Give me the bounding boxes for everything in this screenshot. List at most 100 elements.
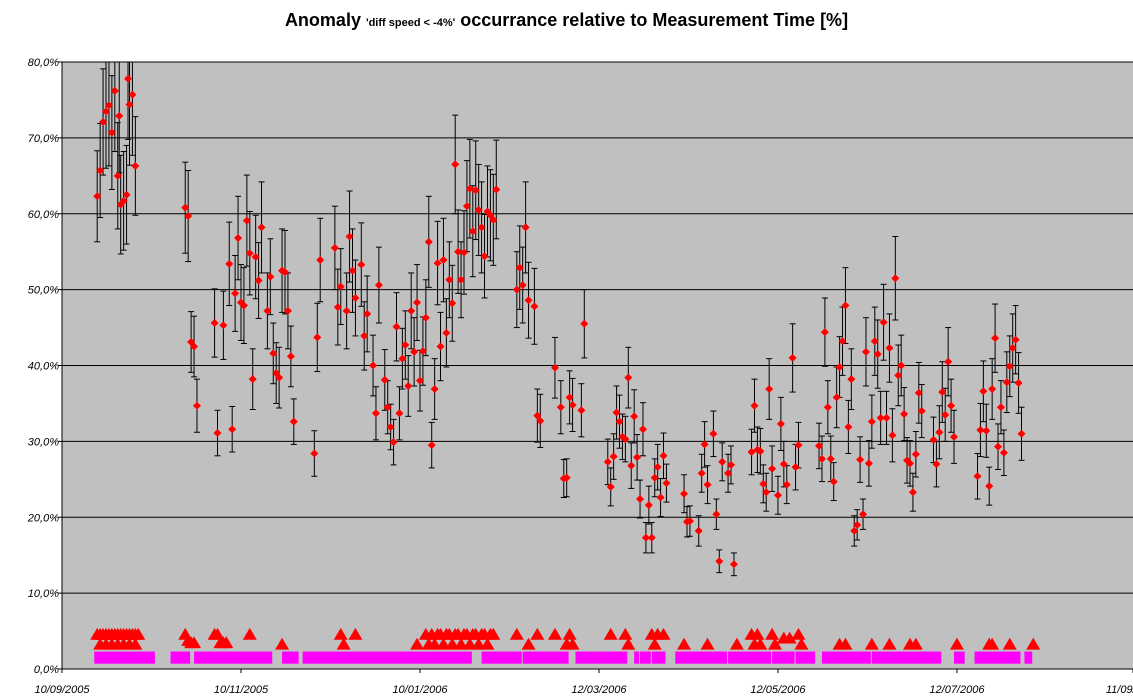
data-point: [369, 361, 378, 370]
data-point: [636, 495, 645, 504]
data-point: [445, 275, 454, 284]
data-point: [131, 161, 140, 170]
y-axis: 0,0% 10,0% 20,0% 30,0% 40,0% 50,0% 60,0% 70,0% 8…: [27, 57, 63, 676]
data-point: [829, 477, 838, 486]
data-point: [994, 442, 1003, 451]
data-point: [113, 171, 122, 180]
data-point: [908, 488, 917, 497]
data-point: [979, 387, 988, 396]
y-tick-label: 80,0%: [28, 57, 59, 69]
data-point: [448, 299, 457, 308]
data-point: [231, 289, 240, 298]
data-point: [330, 243, 339, 252]
data-point: [782, 480, 791, 489]
data-point: [474, 205, 483, 214]
data-point: [882, 413, 891, 422]
data-point: [680, 489, 689, 498]
data-point: [603, 457, 612, 466]
data-point: [351, 293, 360, 302]
data-point: [659, 451, 668, 460]
triangle-marker: [427, 637, 442, 650]
chart-title-quoted: 'diff speed < -4%': [365, 17, 456, 29]
data-point: [248, 375, 257, 384]
data-point: [606, 482, 615, 491]
triangle-marker: [864, 637, 879, 650]
data-point: [401, 341, 410, 350]
data-point: [861, 347, 870, 356]
coverage-bar: [974, 651, 1021, 664]
data-point: [624, 373, 633, 382]
data-point: [973, 472, 982, 481]
triangle-marker: [509, 627, 524, 640]
coverage-bar: [522, 651, 569, 664]
coverage-bar: [282, 651, 299, 664]
data-point: [900, 410, 909, 419]
data-point: [110, 86, 119, 95]
data-point: [982, 426, 991, 435]
y-tick-label: 20,0%: [27, 512, 59, 524]
data-point: [119, 196, 128, 205]
data-point: [788, 353, 797, 362]
data-point: [950, 432, 959, 441]
data-point: [944, 357, 953, 366]
data-point: [389, 438, 398, 447]
data-point: [633, 453, 642, 462]
triangle-marker: [677, 637, 692, 650]
data-point: [996, 403, 1005, 412]
data-point: [888, 431, 897, 440]
data-point: [991, 334, 1000, 343]
data-point: [275, 373, 284, 382]
data-point: [433, 259, 442, 268]
data-point: [1002, 378, 1011, 387]
data-point: [477, 223, 486, 232]
data-point: [550, 363, 559, 372]
data-point: [609, 452, 618, 461]
data-point: [641, 533, 650, 542]
data-point: [999, 448, 1008, 457]
x-tick-label: 12/05/2006: [750, 684, 806, 696]
triangle-marker: [838, 637, 853, 650]
data-point: [96, 166, 105, 175]
data-point: [239, 301, 248, 310]
data-point: [879, 318, 888, 327]
x-axis: 10/09/2005 10/11/2005 10/01/2006 12/03/2006…: [34, 668, 1133, 696]
data-point: [313, 333, 322, 342]
triangle-marker: [454, 637, 469, 650]
data-point: [415, 376, 424, 385]
triangle-marker: [471, 637, 486, 650]
data-point: [380, 375, 389, 384]
grid-lines: [62, 61, 1133, 594]
data-point: [289, 417, 298, 426]
y-tick-label: 0,0%: [34, 664, 59, 676]
data-point: [773, 491, 782, 500]
data-point: [894, 371, 903, 380]
data-point: [181, 203, 190, 212]
data-point: [917, 407, 926, 416]
triangle-marker: [210, 627, 225, 640]
triangle-marker: [782, 631, 797, 644]
data-point: [885, 344, 894, 353]
coverage-bar: [302, 651, 472, 664]
triangle-marker: [794, 637, 809, 650]
data-point: [430, 385, 439, 394]
data-point: [454, 247, 463, 256]
data-point: [1017, 429, 1026, 438]
data-point: [436, 342, 445, 351]
triangle-marker: [908, 637, 923, 650]
triangle-marker: [275, 637, 290, 650]
data-point: [395, 409, 404, 418]
triangle-marker: [565, 637, 580, 650]
triangle-markers: [90, 627, 1041, 650]
data-point: [630, 412, 639, 421]
data-point: [398, 354, 407, 363]
data-point: [515, 263, 524, 272]
data-point: [932, 460, 941, 469]
data-point: [512, 285, 521, 294]
triangle-marker: [700, 637, 715, 650]
coverage-bar: [575, 651, 628, 664]
data-point: [556, 403, 565, 412]
data-point: [762, 488, 771, 497]
data-point: [817, 454, 826, 463]
triangle-marker: [765, 627, 780, 640]
